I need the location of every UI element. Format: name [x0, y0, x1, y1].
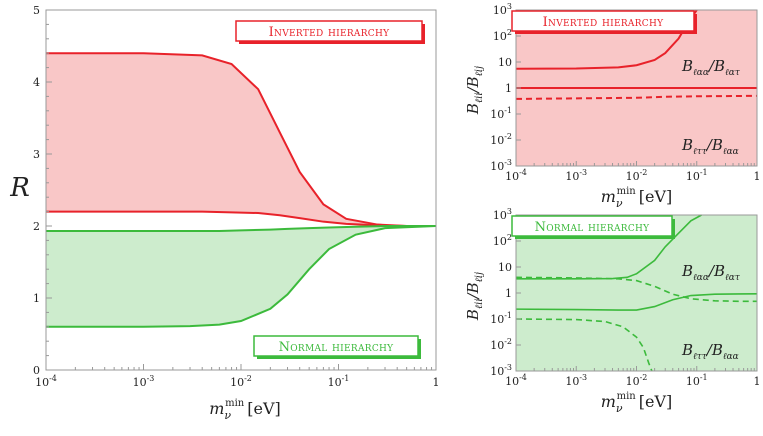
tr-x-axis-title: mνmin [eV] [601, 186, 673, 210]
curve-normal-lower [46, 225, 437, 328]
br-x-tick-label: 1 [754, 375, 761, 388]
br-y-tick-label: 10-3 [490, 363, 512, 378]
left-y-tick-label: 5 [33, 4, 40, 17]
left-y-axis-title: R [9, 173, 30, 203]
curve-normal-upper [46, 225, 436, 233]
left-label-inverted-text: Inverted hierarchy [269, 25, 390, 40]
br-y-tick-label: 103 [493, 207, 512, 222]
tr-y-tick-label: 10-2 [490, 132, 512, 147]
br-x-tick-label: 10-1 [686, 373, 708, 388]
band-inverted [46, 53, 436, 227]
left-y-tick-label: 1 [33, 292, 40, 305]
tr-ratio-upper: Bℓαα/Bℓατ [681, 57, 741, 78]
left-x-tick-label: 10-4 [35, 374, 57, 389]
left-y-tick-label: 2 [33, 220, 40, 233]
left-y-tick-label: 0 [33, 364, 40, 377]
left-x-tick-label: 10-1 [328, 374, 350, 389]
tr-y-tick-label: 1 [505, 82, 512, 95]
br-y-axis-title: Bℓii/Bℓij [464, 272, 485, 321]
left-y-tick-label: 3 [33, 148, 40, 161]
tr-y-axis-title-text: Bℓii/Bℓij [464, 66, 485, 115]
tr-label-text: Inverted hierarchy [543, 15, 664, 30]
br-label-text: Normal hierarchy [535, 220, 651, 235]
tr-y-tick-label: 102 [493, 28, 512, 43]
br-y-tick-label: 10-1 [490, 311, 512, 326]
tr-x-tick-label: 10-3 [565, 168, 587, 183]
br-y-tick-label: 1 [505, 287, 512, 300]
tr-series-2 [515, 94, 758, 100]
band-normal [46, 226, 436, 327]
left-x-tick-label: 1 [433, 376, 440, 389]
tr-ratio-lower: Bℓττ/Bℓαα [681, 136, 739, 157]
left-x-axis-title: mνmin [eV] [209, 398, 281, 422]
br-ratio-lower: Bℓττ/Bℓαα [681, 341, 739, 362]
tr-label-box [511, 10, 695, 32]
br-x-tick-label: 10-2 [626, 373, 648, 388]
br-x-tick-label: 10-4 [505, 373, 527, 388]
br-ratio-upper: Bℓαα/Bℓατ [681, 262, 741, 283]
tr-x-tick-label: 1 [754, 170, 761, 183]
br-x-tick-label: 10-3 [565, 373, 587, 388]
left-label-normal-box [253, 335, 419, 357]
tr-x-tick-label: 10-2 [626, 168, 648, 183]
left-y-tick-label: 4 [33, 76, 40, 89]
br-label-box [511, 215, 673, 237]
br-series-3 [515, 318, 653, 372]
tr-y-tick-label: 10-1 [490, 106, 512, 121]
tr-y-tick-label: 10 [498, 56, 512, 69]
br-y-tick-label: 102 [493, 233, 512, 248]
tr-y-tick-label: 10-3 [490, 158, 512, 173]
tr-x-tick-label: 10-1 [686, 168, 708, 183]
left-label-normal-text: Normal hierarchy [279, 340, 395, 355]
br-series-1 [515, 293, 758, 311]
br-series-0 [516, 214, 702, 280]
left-label-inverted-box [235, 20, 423, 42]
br-y-tick-label: 10-2 [490, 337, 512, 352]
br-y-tick-label: 10 [498, 261, 512, 274]
br-x-axis-title: mνmin [eV] [601, 391, 673, 415]
tr-y-axis-title: Bℓii/Bℓij [464, 66, 485, 115]
br-fill [516, 215, 757, 371]
left-x-tick-label: 10-2 [230, 374, 252, 389]
left-x-tick-label: 10-3 [133, 374, 155, 389]
br-series-2 [515, 276, 757, 303]
tr-x-tick-label: 10-4 [505, 168, 527, 183]
br-y-axis-title-text: Bℓii/Bℓij [464, 272, 485, 321]
tr-y-tick-label: 103 [493, 2, 512, 17]
